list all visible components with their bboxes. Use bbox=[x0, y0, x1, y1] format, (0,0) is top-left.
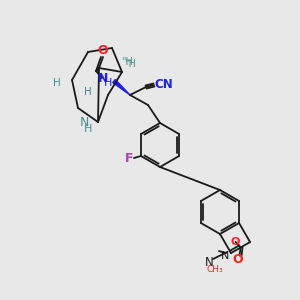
Text: N: N bbox=[79, 116, 89, 130]
Text: "H: "H bbox=[121, 57, 133, 67]
Text: "H: "H bbox=[124, 59, 136, 69]
Text: O: O bbox=[231, 237, 240, 247]
Text: CN: CN bbox=[154, 77, 173, 91]
Text: O: O bbox=[98, 44, 108, 58]
Text: N: N bbox=[205, 256, 213, 268]
Text: N: N bbox=[221, 251, 229, 261]
Text: CH₃: CH₃ bbox=[207, 265, 223, 274]
Text: O: O bbox=[232, 253, 243, 266]
Text: N: N bbox=[98, 71, 108, 85]
Text: H: H bbox=[84, 87, 92, 97]
Text: H: H bbox=[53, 78, 61, 88]
Text: H: H bbox=[104, 78, 112, 88]
Text: F: F bbox=[125, 152, 133, 166]
Text: H: H bbox=[84, 124, 92, 134]
Polygon shape bbox=[113, 80, 130, 95]
